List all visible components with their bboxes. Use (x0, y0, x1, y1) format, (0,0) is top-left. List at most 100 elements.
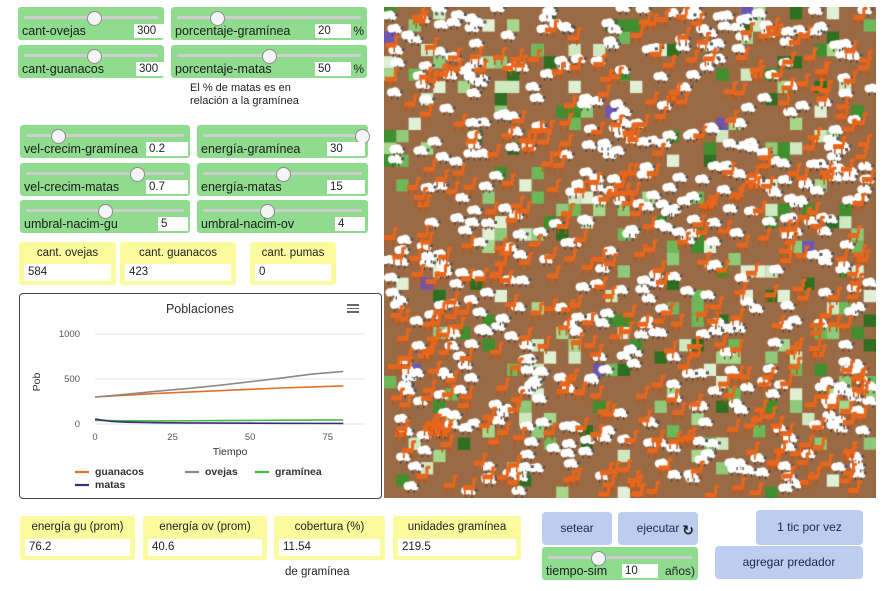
slider-value[interactable]: 20 (315, 24, 351, 38)
tic-button[interactable]: 1 tic por vez (756, 510, 863, 545)
population-chart: Poblaciones 0 500 1000 0 25 50 75 Tiempo Pob guana… (31, 302, 365, 491)
slider-unit: años) (664, 564, 695, 578)
slider-label: energía-matas (201, 180, 282, 194)
slider-label: tiempo-sim (546, 564, 608, 578)
slider-label: cant-guanacos (22, 62, 105, 76)
matas-note: El % de matas es en relación a la gramín… (190, 82, 299, 108)
agregar-predador-button[interactable]: agregar predador (715, 546, 863, 579)
slider-track[interactable] (26, 172, 184, 175)
chart-series-line (94, 419, 344, 422)
chart-legend-label: guanacos (95, 466, 144, 478)
monitor-cant-pumas: cant. pumas 0 (250, 242, 336, 285)
monitor-value: 11.54 (279, 539, 380, 556)
slider-value[interactable]: 10 (622, 564, 658, 578)
chart-ytick-label: 0 (75, 419, 80, 430)
matas-note-line-2: relación a la gramínea (190, 95, 299, 107)
forever-loop-icon: ↻ (682, 522, 694, 538)
chart-xlabel: Tiempo (213, 446, 248, 458)
slider-label: vel-crecim-gramínea (24, 142, 138, 156)
chart-legend-label: matas (95, 479, 126, 491)
slider-knob[interactable] (50, 129, 66, 144)
monitor-energia-ov: energía ov (prom) 40.6 (143, 516, 267, 560)
slider-knob[interactable] (129, 167, 145, 182)
chart-xtick-label: 0 (92, 432, 97, 443)
monitor-value: 584 (24, 264, 111, 281)
slider-value[interactable]: 4 (335, 217, 365, 231)
slider-label: porcentaje-matas (175, 62, 272, 76)
monitor-value: 423 (125, 264, 231, 281)
chart-xtick-label: 75 (322, 432, 333, 443)
chart-legend-label: ovejas (205, 466, 238, 478)
slider-porcentaje-matas[interactable]: porcentaje-matas 50 % (171, 45, 367, 78)
world-canvas[interactable] (384, 7, 876, 498)
chart-legend-label: gramínea (275, 466, 322, 478)
slider-value[interactable]: 300 (134, 24, 182, 38)
chart-title: Poblaciones (166, 302, 234, 316)
slider-tiempo-sim[interactable]: tiempo-sim 10 años) (542, 547, 698, 580)
monitor-label: energía ov (prom) (159, 521, 251, 533)
ejecutar-button[interactable]: ejecutar ↻ (618, 512, 698, 545)
monitor-cant-guanacos: cant. guanacos 423 (120, 242, 236, 285)
chart-ylabel: Pob (31, 373, 43, 392)
slider-knob[interactable] (275, 167, 291, 182)
monitor-cobertura: cobertura (%) 11.54 (274, 516, 385, 560)
slider-label: vel-crecim-matas (24, 180, 120, 194)
setear-button[interactable]: setear (542, 512, 612, 545)
slider-value[interactable]: 0.2 (146, 142, 188, 156)
slider-label: energía-gramínea (201, 142, 301, 156)
slider-value[interactable]: 30 (327, 142, 365, 156)
world-view[interactable] (384, 7, 876, 498)
slider-cant-ovejas[interactable]: cant-ovejas 300 (18, 7, 182, 40)
monitor-label: cant. ovejas (36, 247, 99, 259)
slider-value[interactable]: 0.7 (146, 180, 188, 194)
slider-vel-crecim-graminea[interactable]: vel-crecim-gramínea 0.2 (20, 125, 190, 158)
monitor-value: 76.2 (25, 539, 130, 556)
population-plot: Poblaciones 0 500 1000 0 25 50 75 Tiempo Pob guana… (19, 293, 382, 499)
slider-knob[interactable] (262, 49, 277, 64)
slider-unit: % (353, 62, 364, 76)
monitor-label: cant. pumas (261, 247, 325, 259)
slider-value[interactable]: 50 (315, 62, 351, 76)
slider-label: umbral-nacim-gu (24, 217, 118, 231)
slider-vel-crecim-matas[interactable]: vel-crecim-matas 0.7 (20, 163, 190, 196)
slider-knob[interactable] (98, 204, 113, 219)
slider-label: cant-ovejas (22, 24, 86, 38)
slider-track[interactable] (26, 134, 184, 137)
slider-knob[interactable] (210, 11, 226, 26)
slider-knob[interactable] (86, 11, 102, 26)
slider-cant-guanacos[interactable]: cant-guanacos 300 (18, 45, 184, 78)
slider-umbral-nacim-ov[interactable]: umbral-nacim-ov 4 (197, 200, 368, 233)
chart-xtick-label: 50 (245, 432, 256, 443)
monitor-value: 0 (255, 264, 331, 281)
slider-unit: % (353, 24, 364, 38)
slider-knob[interactable] (591, 551, 607, 566)
slider-porcentaje-graminea[interactable]: porcentaje-gramínea 20 % (171, 7, 367, 40)
monitor-energia-gu: energía gu (prom) 76.2 (20, 516, 135, 560)
monitor-label: unidades gramínea (407, 521, 507, 533)
monitor-unidades-graminea: unidades gramínea 219.5 (393, 516, 521, 560)
monitor-label: cant. guanacos (138, 247, 217, 259)
chart-xtick-label: 25 (167, 432, 178, 443)
slider-label: porcentaje-gramínea (175, 24, 291, 38)
monitor-value: 40.6 (148, 539, 262, 556)
slider-knob[interactable] (259, 204, 275, 219)
hamburger-menu-icon[interactable] (347, 302, 359, 315)
slider-label: umbral-nacim-ov (201, 217, 295, 231)
slider-umbral-nacim-gu[interactable]: umbral-nacim-gu 5 (20, 200, 190, 233)
slider-track[interactable] (203, 209, 362, 212)
slider-value[interactable]: 5 (158, 217, 188, 231)
matas-note-line-1: El % de matas es en (190, 82, 291, 94)
slider-energia-graminea[interactable]: energía-gramínea 30 (197, 125, 370, 158)
slider-knob[interactable] (86, 49, 102, 64)
slider-track[interactable] (177, 16, 361, 19)
monitor-label: energía gu (prom) (31, 521, 124, 533)
chart-series-line (94, 418, 344, 425)
chart-ytick-label: 1000 (59, 329, 80, 340)
cobertura-note: de gramínea (285, 566, 350, 578)
slider-energia-matas[interactable]: energía-matas 15 (197, 163, 368, 196)
slider-track[interactable] (203, 134, 362, 137)
ejecutar-label: ejecutar (636, 521, 680, 535)
slider-value[interactable]: 15 (327, 180, 365, 194)
slider-track[interactable] (548, 556, 692, 559)
chart-series-line (94, 370, 344, 398)
